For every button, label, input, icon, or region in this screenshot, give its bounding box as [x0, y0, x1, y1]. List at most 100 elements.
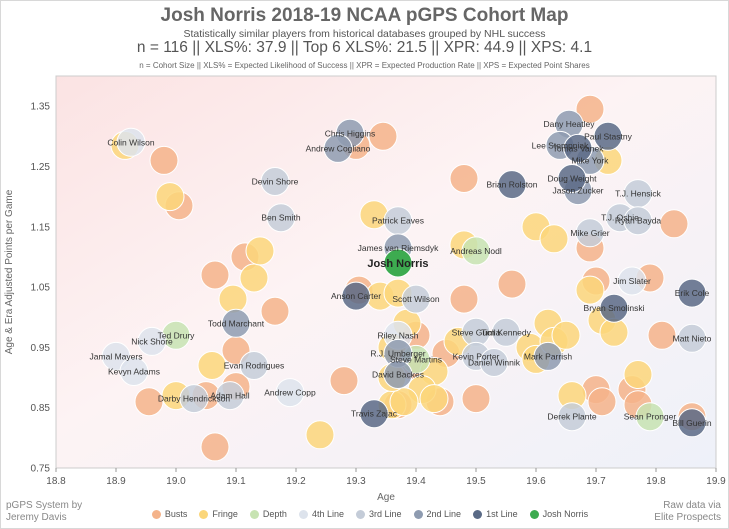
point-matt-nieto[interactable] — [677, 323, 707, 353]
legend-item-josh-norris[interactable]: Josh Norris — [529, 509, 589, 519]
point-scott-wilson[interactable] — [401, 284, 431, 314]
point-busts-18[interactable] — [329, 366, 359, 396]
point-busts-4[interactable] — [200, 260, 230, 290]
legend-item-busts[interactable]: Busts — [151, 509, 188, 519]
label-adam-hall: Adam Hall — [210, 391, 249, 401]
point-nick-shore[interactable] — [137, 326, 167, 356]
label-brian-rolston: Brian Rolston — [486, 180, 537, 190]
legend-swatch — [249, 509, 259, 519]
point-andrew-copp[interactable] — [275, 378, 305, 408]
point-colin-wilson[interactable] — [116, 127, 146, 157]
point-fringe-53[interactable] — [575, 275, 605, 305]
legend-item-depth[interactable]: Depth — [249, 509, 287, 519]
point-busts-20[interactable] — [368, 121, 398, 151]
point-fringe-7[interactable] — [239, 263, 269, 293]
label-darby-hendrickson: Darby Hendrickson — [158, 394, 231, 404]
point-fringe-47[interactable] — [539, 224, 569, 254]
point-busts-9[interactable] — [260, 296, 290, 326]
point-erik-cole[interactable] — [677, 278, 707, 308]
point-busts-62[interactable] — [647, 320, 677, 350]
point-fringe-5[interactable] — [218, 284, 248, 314]
point-derek-plante[interactable] — [557, 402, 587, 432]
point-fringe-2[interactable] — [155, 182, 185, 212]
point-subject-josh-norris[interactable] — [383, 248, 413, 278]
point-andrew-cogliano[interactable] — [323, 133, 353, 163]
point-busts-42[interactable] — [497, 269, 527, 299]
credit-right: Raw data via Elite Prospects — [654, 500, 721, 524]
x-tick-label: 19.5 — [466, 476, 486, 487]
legend-label: Josh Norris — [542, 509, 589, 519]
label-r-j-umberger: R.J. Umberger — [370, 348, 425, 358]
point-fringe-11[interactable] — [197, 351, 227, 380]
legend-item-1st-line[interactable]: 1st Line — [473, 509, 518, 519]
credit-left-line1: pGPS System by — [6, 500, 83, 511]
point-busts-41[interactable] — [461, 384, 491, 414]
chart-subtitle: Statistically similar players from histo… — [183, 28, 546, 40]
point-todd-marchant[interactable] — [221, 308, 251, 338]
label-bill-guerin: Bill Guerin — [672, 418, 711, 428]
point-fringe-30[interactable] — [419, 384, 449, 414]
point-ben-smith[interactable] — [266, 203, 296, 233]
point-busts-40[interactable] — [449, 284, 479, 314]
point-andreas-nodl[interactable] — [461, 236, 491, 266]
legend-swatch — [199, 509, 209, 519]
point-mike-grier[interactable] — [575, 218, 605, 248]
point-fringe-49[interactable] — [551, 320, 581, 350]
point-busts-1[interactable] — [149, 145, 179, 175]
legend-swatch — [473, 509, 483, 519]
legend-swatch — [529, 509, 539, 519]
legend-item-4th-line[interactable]: 4th Line — [298, 509, 344, 519]
point-doug-weight[interactable] — [557, 164, 587, 193]
label-subject-josh-norris: Josh Norris — [367, 258, 428, 270]
point-busts-65[interactable] — [575, 94, 605, 124]
label-ted-drury: Ted Drury — [158, 330, 196, 340]
x-tick-label: 19.3 — [346, 476, 366, 487]
legend-item-3rd-line[interactable]: 3rd Line — [355, 509, 402, 519]
point-darby-hendrickson[interactable] — [179, 384, 209, 414]
point-devin-shore[interactable] — [260, 167, 290, 196]
point-ryan-bayda[interactable] — [623, 206, 653, 236]
label-sean-pronger: Sean Pronger — [624, 412, 677, 422]
point-sean-pronger[interactable] — [635, 402, 665, 432]
label-devin-shore: Devin Shore — [252, 177, 299, 187]
label-colin-wilson: Colin Wilson — [107, 137, 155, 147]
point-kevyn-adams[interactable] — [119, 357, 149, 386]
point-daniel-winnik[interactable] — [479, 348, 509, 377]
point-busts-38[interactable] — [449, 164, 479, 193]
y-tick-label: 1.05 — [31, 283, 51, 294]
point-fringe-8[interactable] — [245, 236, 275, 266]
point-bryan-smolinski[interactable] — [599, 293, 629, 323]
point-fringe-17[interactable] — [305, 420, 335, 450]
label-travis-zajac: Travis Zajac — [351, 409, 398, 419]
point-tim-kennedy[interactable] — [491, 317, 521, 347]
point-bill-guerin[interactable] — [677, 408, 707, 438]
x-tick-label: 19.8 — [646, 476, 666, 487]
point-david-backes[interactable] — [383, 360, 413, 389]
point-busts-16[interactable] — [200, 432, 230, 462]
point-travis-zajac[interactable] — [359, 399, 389, 429]
legend-swatch — [355, 509, 365, 519]
label-nick-shore: Nick Shore — [131, 336, 173, 346]
point-fringe-58[interactable] — [623, 360, 653, 389]
point-paul-stastny[interactable] — [593, 121, 623, 151]
legend-item-fringe[interactable]: Fringe — [199, 509, 238, 519]
point-brian-rolston[interactable] — [497, 170, 527, 200]
point-adam-hall[interactable] — [215, 381, 245, 411]
point-busts-63[interactable] — [659, 209, 689, 239]
label-andreas-nodl: Andreas Nodl — [450, 246, 502, 256]
cohort-stats-line: n = 116 || XLS%: 37.9 || Top 6 XLS%: 21.… — [136, 39, 593, 56]
point-tomas-vanek[interactable] — [563, 133, 593, 163]
label-riley-nash: Riley Nash — [377, 330, 418, 340]
legend-item-2nd-line[interactable]: 2nd Line — [413, 509, 461, 519]
point-mark-parrish[interactable] — [533, 341, 563, 371]
legend-label: 1st Line — [486, 509, 518, 519]
legend: Busts Fringe Depth 4th Line 3rd Line 2nd Line… — [151, 509, 588, 519]
label-jamal-mayers: Jamal Mayers — [90, 351, 143, 361]
point-busts-55[interactable] — [587, 387, 617, 417]
y-tick-label: 1.15 — [31, 222, 51, 233]
legend-label: Busts — [164, 509, 188, 519]
point-jim-slater[interactable] — [617, 266, 647, 296]
point-evan-rodrigues[interactable] — [239, 351, 269, 380]
point-anson-carter[interactable] — [341, 281, 371, 311]
